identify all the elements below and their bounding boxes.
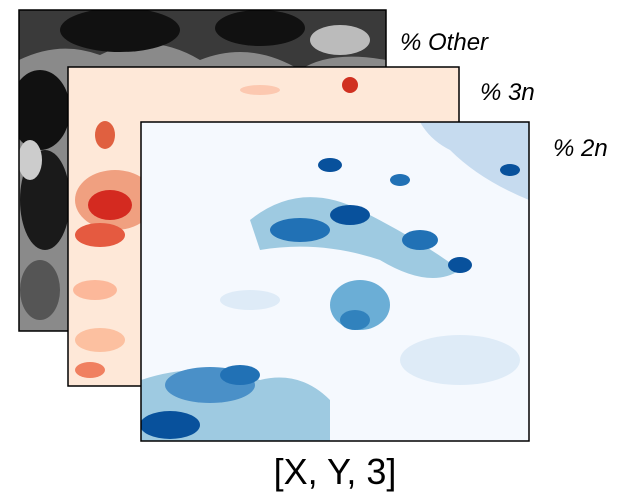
caption: [X, Y, 3] <box>274 451 397 492</box>
layer-2n <box>140 121 530 442</box>
layer-label: % 2n <box>553 135 608 162</box>
layer-label: % Other <box>400 29 489 56</box>
layer-label: % 3n <box>480 79 535 106</box>
